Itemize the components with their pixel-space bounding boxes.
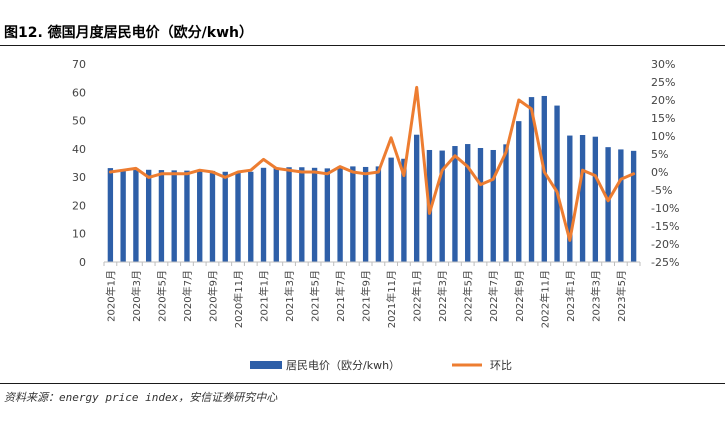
x-axis-tick-label: 2023年5月: [615, 270, 628, 322]
x-axis-tick-label: 2021年5月: [309, 270, 322, 322]
bar: [145, 169, 152, 262]
bar: [503, 144, 509, 262]
right-axis-tick: -25%: [651, 256, 679, 269]
right-axis-tick: -15%: [651, 220, 679, 233]
x-axis-tick-label: 2022年11月: [538, 270, 551, 328]
right-axis-tick: 20%: [651, 94, 675, 107]
bar: [197, 170, 203, 262]
left-axis-tick: 70: [72, 58, 86, 71]
right-axis-tick: 10%: [651, 130, 675, 143]
bar: [477, 148, 484, 262]
legend-swatch-bar: [250, 361, 282, 369]
right-axis-tick: -20%: [651, 238, 679, 251]
bar: [567, 135, 573, 262]
bar: [311, 167, 318, 262]
x-axis-tick-label: 2022年7月: [487, 270, 500, 322]
bar: [260, 167, 267, 262]
left-axis-tick: 30: [72, 171, 86, 184]
bar: [516, 121, 522, 262]
left-axis-tick: 40: [72, 143, 86, 156]
x-axis-tick-label: 2020年1月: [104, 270, 117, 322]
bar: [133, 168, 139, 262]
bar: [439, 150, 445, 262]
bar: [362, 166, 369, 262]
x-axis-tick-label: 2020年7月: [181, 270, 194, 322]
bar: [120, 169, 126, 262]
figure-title: 图12. 德国月度居民电价（欧分/kwh）: [4, 25, 253, 41]
bar: [158, 170, 165, 262]
bar: [248, 171, 254, 262]
bar: [401, 158, 407, 262]
chart: 0 10 20 30 40 50 60 70 -25% -20% -15% -10% -5% 0% 5% 10…: [72, 58, 679, 372]
bar: [337, 166, 343, 262]
bar: [273, 167, 279, 262]
left-axis-tick: 60: [72, 86, 86, 99]
legend-label-line: 环比: [490, 359, 512, 372]
bar: [184, 170, 190, 262]
left-axis-tick: 20: [72, 199, 86, 212]
source-note: 资料来源：energy price index，安信证券研究中心: [4, 391, 278, 404]
right-axis-tick: 15%: [651, 112, 675, 125]
left-axis-tick: 0: [79, 256, 86, 269]
bar: [528, 97, 535, 262]
bar: [222, 171, 228, 262]
x-axis-tick-label: 2021年7月: [334, 270, 347, 322]
bar: [350, 166, 356, 262]
bar: [171, 170, 177, 262]
right-axis-tick: -5%: [651, 184, 672, 197]
x-axis-tick-label: 2020年5月: [155, 270, 168, 322]
x-axis-tick-label: 2021年11月: [385, 270, 398, 328]
bar: [388, 157, 394, 262]
title-rule: [0, 45, 725, 46]
source-rule: [0, 383, 725, 384]
x-axis-tick-label: 2020年11月: [232, 270, 245, 328]
bar: [605, 147, 611, 262]
bar: [107, 168, 114, 262]
x-axis-tick-label: 2022年5月: [462, 270, 475, 322]
bar: [579, 134, 586, 262]
bar: [490, 149, 496, 262]
bar: [375, 166, 382, 262]
bar: [299, 167, 305, 262]
bar: [413, 134, 420, 262]
right-axis-tick: 5%: [651, 148, 668, 161]
right-axis-tick: 0%: [651, 166, 668, 179]
x-axis-tick-label: 2022年9月: [513, 270, 526, 322]
bar: [554, 105, 560, 262]
legend-label-bar: 居民电价（欧分/kwh）: [286, 359, 400, 372]
bar: [209, 170, 216, 262]
bar: [465, 144, 471, 262]
x-axis-tick-label: 2023年1月: [564, 270, 577, 322]
bar: [592, 136, 599, 262]
x-axis-tick-label: 2021年3月: [283, 270, 296, 322]
x-axis-tick-label: 2023年3月: [589, 270, 602, 322]
bar: [235, 172, 241, 262]
bar: [618, 149, 624, 262]
right-axis-tick: -10%: [651, 202, 679, 215]
mom-change-line: [108, 85, 636, 242]
x-axis-tick-label: 2022年3月: [436, 270, 449, 322]
x-axis-tick-label: 2020年3月: [130, 270, 143, 322]
bar: [541, 95, 547, 262]
x-axis-tick-label: 2022年1月: [411, 270, 424, 322]
x-axis-tick-label: 2020年9月: [206, 270, 219, 322]
left-axis-tick: 50: [72, 115, 86, 128]
left-axis-tick: 10: [72, 228, 86, 241]
right-axis-tick: 30%: [651, 58, 675, 71]
bar: [452, 146, 458, 262]
x-axis-tick-label: 2021年1月: [258, 270, 271, 322]
x-axis-tick-label: 2021年9月: [360, 270, 373, 322]
bar: [286, 167, 292, 262]
right-axis-tick: 25%: [651, 76, 675, 89]
bar: [324, 168, 331, 262]
bar: [630, 150, 637, 262]
